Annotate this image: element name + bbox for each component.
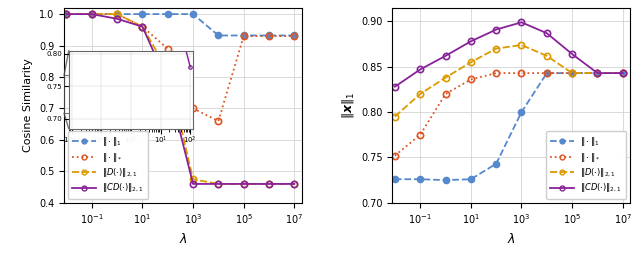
X-axis label: $\lambda$: $\lambda$ (507, 232, 516, 246)
Legend: $\|\cdot\|_1$, $\|\cdot\|_*$, $\|D(\cdot)\|_{2,1}$, $\|CD(\cdot)\|_{2,1}$: $\|\cdot\|_1$, $\|\cdot\|_*$, $\|D(\cdot… (546, 131, 626, 199)
X-axis label: $\lambda$: $\lambda$ (179, 232, 188, 246)
Bar (64, 75, 170, 113)
Legend: $\|\cdot\|_1$, $\|\cdot\|_*$, $\|D(\cdot)\|_{2,1}$, $\|CD(\cdot)\|_{2,1}$: $\|\cdot\|_1$, $\|\cdot\|_*$, $\|D(\cdot… (68, 131, 148, 199)
Y-axis label: $\|\boldsymbol{x}\|_1$: $\|\boldsymbol{x}\|_1$ (339, 92, 355, 119)
Y-axis label: Cosine Similarity: Cosine Similarity (23, 58, 33, 152)
